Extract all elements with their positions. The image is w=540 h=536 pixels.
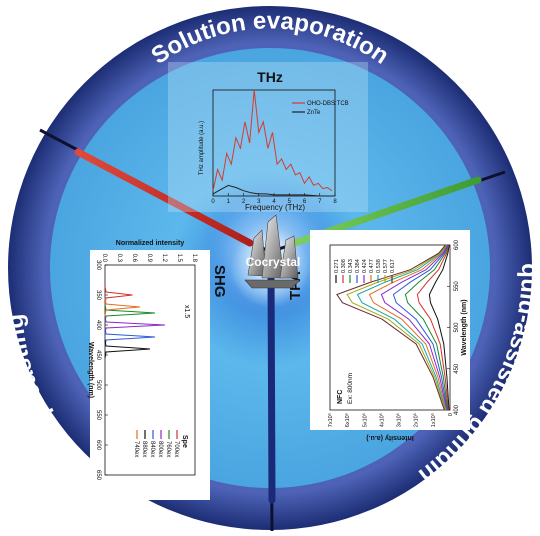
tpa-series-line [368,244,448,411]
shg-legend-entry: 840ex [149,441,155,457]
shg-scale-label: x1.5 [183,305,190,318]
shg-x-tick-label: 600 [95,440,101,451]
tpa-series-line [380,244,448,411]
tpa-series-line [336,244,446,411]
tpa-legend-entry: 0.343 [348,259,354,273]
tpa-y-tick-label: 0 [448,413,454,416]
thz-xlabel: Frequency (THz) [245,203,305,212]
shg-legend-title: Spe [181,435,188,448]
thz-plot-area: 0 1 2 3 4 5 6 7 8 [211,89,337,205]
shg-legend-entry: 760ex [165,441,171,457]
thz-x-tick-label: 3 [257,199,261,205]
tpa-x-tick-label: 550 [454,281,460,292]
shg-legend-entry: 800ex [157,441,163,457]
thz-series-line [212,184,335,197]
thz-x-tick-label: 6 [303,199,307,205]
tpa-series-line [404,244,449,411]
tpa-series-line [356,244,447,411]
shg-y-tick-label: 1.8 [191,254,197,263]
shg-x-tick-label: 400 [95,320,101,331]
thz-x-tick-label: 0 [211,199,215,205]
tpa-xlabel: Wavelength (nm) [461,299,468,355]
thz-x-tick-label: 7 [318,199,322,205]
shg-ylabel: Normalized intensity [116,240,185,247]
thz-x-tick-label: 4 [272,199,276,205]
thz-panel: THz 0 1 2 3 4 5 6 7 8 Frequency (THz) THz amplit… [168,62,368,212]
shg-legend-entry: 700ex [173,441,179,457]
tpa-legend-entry: 0.577 [383,259,389,273]
tpa-x-tick-label: 500 [454,322,460,333]
tpa-series-line [346,244,447,411]
shg-y-tick-label: 0.3 [116,254,122,263]
thz-title: THz [257,69,283,85]
thz-legend-2: ZnTe [307,110,321,116]
thz-x-tick-label: 5 [288,199,292,205]
tpa-y-tick-label: 2x10⁵ [413,413,420,427]
cocrystal-crystal-icon [244,214,301,289]
shg-axes-frame [104,264,196,476]
thz-series-line [212,89,333,192]
tpa-legend-entry: 0.424 [362,259,368,273]
shg-panel-bg [90,250,210,500]
tpa-y-tick-label: 4x10⁵ [378,413,385,427]
shg-plot-area: 300 350 400 450 500 550 600 650 0.0 0.3 0.6 0.9 1.2 1… [87,240,197,481]
tpa-y-tick-label: 3x10⁵ [396,413,403,427]
shg-y-tick-label: 0.6 [131,254,137,263]
tpa-x-tick-label: 600 [454,239,460,250]
shg-panel: 300 350 400 450 500 550 600 650 0.0 0.3 0.6 0.9 1.2 1… [87,240,210,500]
tpa-legend-entry: 0.477 [369,259,375,273]
tpa-y-tick-label: 7x10⁵ [327,413,334,427]
shg-series-line [104,297,141,317]
tpa-series-line [416,244,450,411]
shg-legend-entry: 880ex [141,441,147,457]
tpa-plot-area: 400 450 500 550 600 0 1x10⁵ 2x10⁵ 3x10⁵ 4x10⁵ 5x10… [327,239,468,441]
thz-legend-1: OHO-DBS:TCB [307,101,349,107]
thz-x-tick-label: 2 [242,199,246,205]
thz-x-tick-label: 1 [227,199,231,205]
shg-y-tick-label: 0.9 [146,254,152,263]
shg-y-tick-label: 1.5 [176,254,182,263]
shg-x-tick-label: 500 [95,380,101,391]
tpa-ylabel: Intensity (a.u.) [366,434,413,441]
red-rod [74,148,254,247]
tpa-legend-entry: 0.617 [390,259,396,273]
tpa-legend-entry: 0.384 [355,259,361,273]
shg-x-tick-label: 550 [95,410,101,421]
tpa-legend-entry: 0.271 [334,259,340,273]
tpa-x-tick-label: 400 [454,404,460,415]
thz-ylabel: THz amplitude (a.u.) [199,121,205,175]
tpa-series-line [392,244,449,411]
shg-x-tick-label: 300 [95,260,101,271]
tpa-title: NFC [337,390,344,404]
shg-x-tick-label: 450 [95,350,101,361]
tpa-y-tick-label: 1x10⁵ [430,413,437,427]
tpa-subtitle: Ex: 800nm [347,373,354,404]
tpa-legend-entry: 0.308 [341,259,347,273]
shg-y-tick-label: 1.2 [161,254,167,263]
center-label: Cocrystal [246,255,301,269]
shg-x-tick-label: 650 [95,470,101,481]
shg-y-tick-label: 0.0 [101,254,107,263]
tpa-y-tick-label: 5x10⁵ [361,413,368,427]
shg-xlabel: Wavelength (nm) [87,342,94,398]
thz-x-tick-label: 8 [333,199,337,205]
shg-x-tick-label: 350 [95,290,101,301]
shg-sector-label: SHG [211,265,228,298]
tpa-panel: 400 450 500 550 600 0 1x10⁵ 2x10⁵ 3x10⁵ 4x10⁵ 5x10… [310,230,470,441]
tpa-x-tick-label: 450 [454,363,460,374]
shg-series-line [104,339,151,359]
shg-legend-entry: 740ex [133,441,139,457]
tpa-legend-entry: 0.538 [376,259,382,273]
blue-rod [267,266,276,504]
tpa-series-line [428,244,450,411]
tpa-y-tick-label: 6x10⁵ [344,413,351,427]
